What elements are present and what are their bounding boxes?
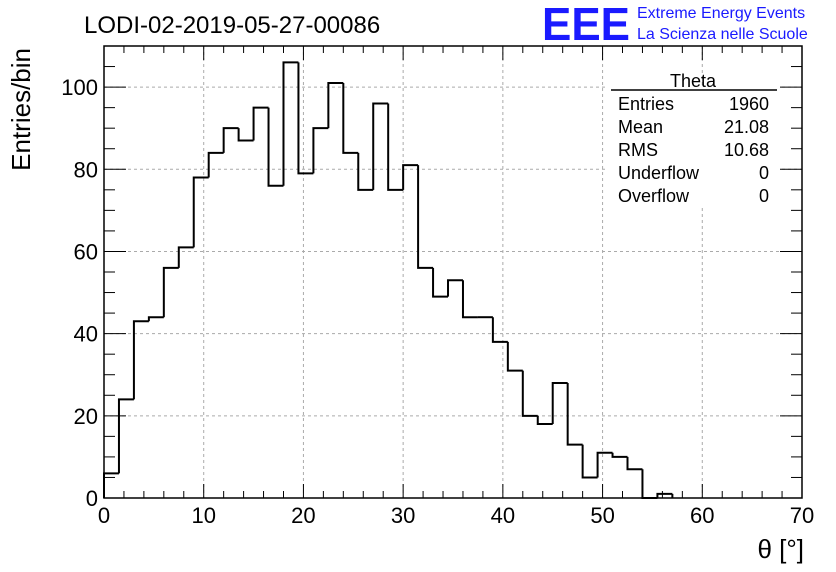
histogram-bin xyxy=(252,106,269,141)
stats-label: Mean xyxy=(618,117,663,137)
histogram-bin xyxy=(297,62,314,175)
histogram-bin xyxy=(596,451,613,478)
histogram-bin xyxy=(132,320,149,400)
histogram-bin xyxy=(207,151,224,178)
stats-box-name: Theta xyxy=(670,71,717,91)
y-tick-label: 40 xyxy=(74,322,98,347)
stats-value: 1960 xyxy=(729,94,769,114)
stats-value: 21.08 xyxy=(724,117,769,137)
histogram-bin xyxy=(491,317,508,343)
histogram-bin xyxy=(237,128,254,142)
eee-logo-mark: EEE xyxy=(542,0,630,50)
stats-label: Overflow xyxy=(618,186,690,206)
x-tick-label: 50 xyxy=(590,503,614,528)
histogram-bin xyxy=(506,341,523,372)
x-tick-label: 0 xyxy=(98,503,110,528)
stats-label: RMS xyxy=(618,140,658,160)
histogram-bin xyxy=(177,246,194,268)
stats-box-background xyxy=(607,86,779,206)
logo-line-2: La Scienza nelle Scuole xyxy=(637,26,808,43)
histogram-bin xyxy=(357,152,374,191)
chart-title: LODI-02-2019-05-27-00086 xyxy=(84,12,380,39)
histogram-bin xyxy=(327,81,344,129)
histogram-bin xyxy=(222,127,239,153)
x-tick-label: 40 xyxy=(491,503,515,528)
histogram-bin xyxy=(147,316,164,322)
histogram-bin xyxy=(282,61,299,186)
stats-label: Underflow xyxy=(618,163,700,183)
y-tick-label: 0 xyxy=(86,486,98,511)
y-axis-title: Entries/bin xyxy=(6,48,36,171)
histogram-bin xyxy=(536,415,553,426)
y-tick-label: 80 xyxy=(74,157,98,182)
histogram-bin xyxy=(312,127,329,174)
stats-value: 10.68 xyxy=(724,140,769,160)
grid-lines xyxy=(104,46,802,498)
eee-logo: EEE Extreme Energy Events La Scienza nel… xyxy=(542,0,808,50)
histogram-bin xyxy=(402,164,419,190)
histogram-bin xyxy=(551,381,568,425)
axis-ticks: 0 10 20 30 40 50 60 70 0 20 40 60 80 100 xyxy=(61,45,814,528)
x-tick-label: 70 xyxy=(790,503,814,528)
x-tick-label: 10 xyxy=(191,503,215,528)
stats-value: 0 xyxy=(759,186,769,206)
histogram-bin xyxy=(117,398,134,474)
histogram-bin xyxy=(581,444,598,479)
histogram-bin xyxy=(417,165,434,269)
histogram-bin xyxy=(656,492,673,498)
y-tick-label: 20 xyxy=(74,404,98,429)
stats-rows: Entries 1960 Mean 21.08 RMS 10.68 Underflow 0 Ov… xyxy=(618,94,769,206)
histogram-bin xyxy=(566,382,583,446)
histogram-bin xyxy=(162,266,179,318)
histogram-bin xyxy=(461,280,478,319)
histogram-bin xyxy=(626,456,643,471)
y-tick-label: 60 xyxy=(74,239,98,264)
histogram-bin xyxy=(192,176,209,248)
histogram-bin xyxy=(521,370,538,417)
x-tick-label: 30 xyxy=(391,503,415,528)
histogram-bin xyxy=(611,452,628,458)
histogram-bin xyxy=(387,103,404,191)
x-tick-label: 20 xyxy=(291,503,315,528)
histogram-bin xyxy=(372,102,389,190)
x-tick-label: 60 xyxy=(690,503,714,528)
histogram-bin xyxy=(447,279,463,297)
histogram-bin xyxy=(432,267,449,298)
y-tick-label: 100 xyxy=(61,75,98,100)
histogram-bin xyxy=(342,82,359,154)
stats-value: 0 xyxy=(759,163,769,183)
plot-frame xyxy=(103,45,803,499)
histogram-bin xyxy=(267,107,284,187)
x-axis-title: θ [°] xyxy=(757,534,804,564)
stats-box: Theta Entries 1960 Mean 21.08 RMS 10.68 Underf… xyxy=(607,71,779,206)
stats-label: Entries xyxy=(618,94,674,114)
logo-line-1: Extreme Energy Events xyxy=(637,5,805,22)
histogram-series xyxy=(103,61,674,499)
